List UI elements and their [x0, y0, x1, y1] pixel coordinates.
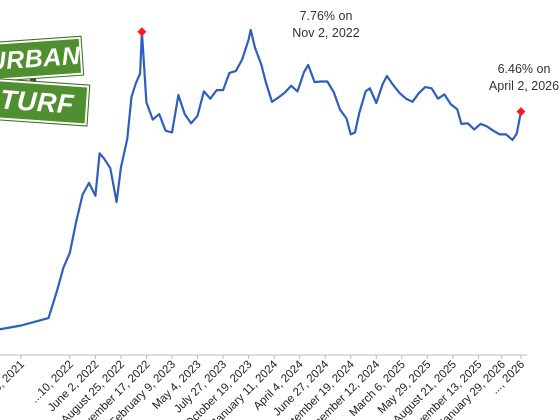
x-tick-label: ...30, 2021	[0, 359, 27, 406]
urban-turf-logo: URBAN TURF	[0, 35, 91, 130]
logo-sign-top: URBAN	[0, 35, 85, 83]
peak-annotation-line2: Nov 2, 2022	[292, 26, 360, 40]
peak-marker	[137, 27, 147, 37]
latest-annotation-line2: April 2, 2026	[488, 79, 560, 93]
latest-annotation-line1: 6.46% on	[497, 62, 551, 76]
peak-annotation-line1: 7.76% on	[299, 9, 353, 23]
peak-annotation: 7.76% on Nov 2, 2022	[282, 8, 370, 42]
latest-marker	[516, 107, 526, 117]
series-line	[0, 28, 523, 331]
logo-sign-bottom: TURF	[0, 77, 91, 127]
sign-post	[30, 72, 36, 88]
latest-annotation: 6.46% on April 2, 2026	[482, 61, 560, 95]
